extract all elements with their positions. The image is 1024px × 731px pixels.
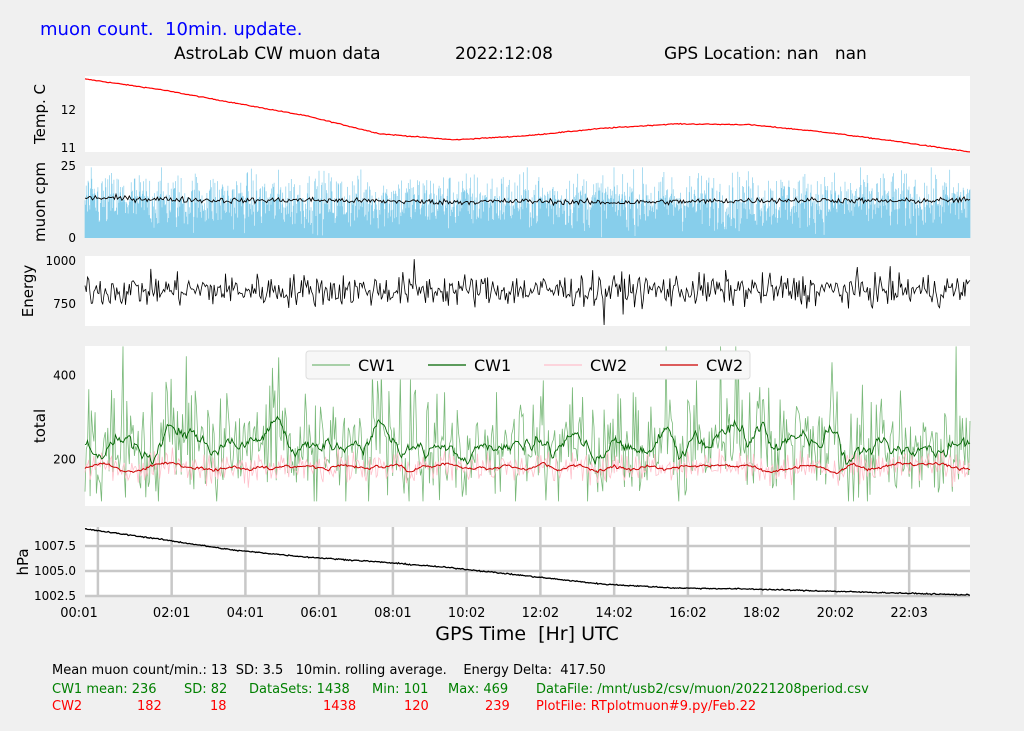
cw2-label: CW2 (52, 699, 83, 714)
y-tick-label: 12 (61, 103, 76, 117)
cw2-min: 120 (404, 699, 429, 714)
y-tick-label: 1007.5 (34, 539, 76, 553)
y-tick-label: 200 (53, 453, 76, 467)
cw1-min: Min: 101 (372, 682, 429, 697)
cw1-sd: SD: 82 (184, 682, 228, 697)
y-axis-label: hPa (14, 548, 32, 575)
pressure-line (84, 528, 970, 596)
energy-line (84, 259, 971, 326)
cw2-sd: 18 (210, 699, 227, 714)
y-tick-label: 1002.5 (34, 589, 76, 603)
plot-file: PlotFile: RTplotmuon#9.py/Feb.22 (536, 699, 757, 714)
x-tick-label: 20:02 (817, 606, 854, 621)
cw2-max: 239 (485, 699, 510, 714)
x-tick-label: 02:01 (153, 606, 190, 621)
muon-rolling-average (84, 192, 971, 207)
legend-label: CW1 (358, 356, 395, 375)
x-tick-label: 10:02 (448, 606, 485, 621)
chart-date: 2022:12:08 (455, 44, 553, 64)
plot-area (85, 527, 970, 597)
gps-location: GPS Location: nan nan (664, 44, 867, 64)
cw1-raw-line (84, 346, 971, 502)
cw2-mean: 182 (137, 699, 162, 714)
y-tick-label: 25 (61, 159, 76, 173)
x-tick-label: 22:03 (890, 606, 927, 621)
cw1-max: Max: 469 (448, 682, 509, 697)
x-tick-label: 16:02 (669, 606, 706, 621)
y-tick-label: 750 (53, 297, 76, 311)
y-tick-label: 1005.0 (34, 564, 76, 578)
plot-area (85, 256, 970, 326)
x-axis-label: GPS Time [Hr] UTC (435, 623, 619, 645)
x-tick-label: 06:01 (300, 606, 337, 621)
x-tick-label: 04:01 (227, 606, 264, 621)
y-tick-label: 11 (61, 141, 76, 155)
legend-box (305, 350, 751, 380)
cw2-raw-line (84, 447, 971, 488)
temperature-line (84, 78, 971, 153)
y-tick-label: 0 (68, 231, 76, 245)
cw1-average-line (84, 415, 971, 466)
data-file: DataFile: /mnt/usb2/csv/muon/20221208per… (536, 682, 869, 697)
cw1-datasets: DataSets: 1438 (249, 682, 350, 697)
y-axis-label: muon cpm (31, 162, 49, 242)
x-tick-label: 18:02 (743, 606, 780, 621)
cw2-average-line (84, 461, 971, 475)
x-tick-label: 00:01 (60, 606, 97, 621)
x-tick-label: 08:01 (374, 606, 411, 621)
footer-summary: Mean muon count/min.: 13 SD: 3.5 10min. … (52, 663, 606, 678)
muon-count-bars (84, 167, 971, 238)
legend-label: CW2 (590, 356, 627, 375)
legend-label: CW1 (474, 356, 511, 375)
cw1-mean: CW1 mean: 236 (52, 682, 157, 697)
legend-label: CW2 (706, 356, 743, 375)
y-axis-label: Temp. C (31, 84, 49, 145)
y-axis-label: total (31, 409, 49, 443)
y-axis-label: Energy (19, 265, 37, 318)
chart-title: AstroLab CW muon data (174, 44, 381, 64)
y-tick-label: 1000 (45, 254, 76, 268)
update-note: muon count. 10min. update. (40, 19, 303, 40)
y-tick-label: 400 (53, 368, 76, 382)
plot-area (85, 76, 970, 152)
cw2-datasets: 1438 (323, 699, 357, 714)
x-tick-label: 12:02 (522, 606, 559, 621)
x-tick-label: 14:02 (595, 606, 632, 621)
